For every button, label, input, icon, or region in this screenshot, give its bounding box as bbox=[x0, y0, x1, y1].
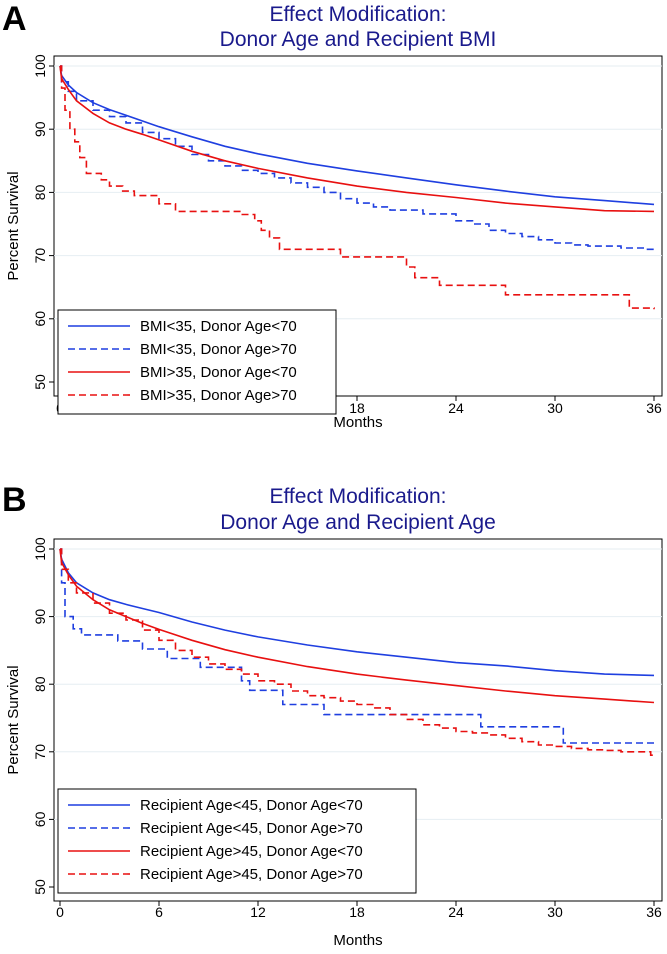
x-tick-label: 12 bbox=[250, 904, 266, 920]
panel-letter: A bbox=[2, 0, 27, 38]
x-tick-label: 30 bbox=[547, 400, 563, 416]
y-axis-label: Percent Survival bbox=[5, 665, 22, 774]
series-line-2 bbox=[60, 65, 655, 251]
y-tick-label: 100 bbox=[32, 54, 48, 78]
series-line-3 bbox=[59, 548, 655, 704]
x-tick-label: 18 bbox=[349, 400, 365, 416]
legend-label-3: BMI>35, Donor Age<70 bbox=[140, 364, 297, 381]
y-axis-label: Percent Survival bbox=[5, 171, 22, 280]
x-tick-label: 6 bbox=[155, 904, 163, 920]
legend-label-2: BMI<35, Donor Age>70 bbox=[140, 341, 297, 358]
chart-title-line-2: Donor Age and Recipient Age bbox=[220, 511, 496, 534]
y-tick-label: 80 bbox=[32, 184, 48, 200]
y-tick-label: 70 bbox=[32, 248, 48, 264]
y-tick-label: 80 bbox=[32, 676, 48, 692]
series-line-4 bbox=[60, 548, 655, 757]
legend-label-4: Recipient Age>45, Donor Age>70 bbox=[140, 866, 363, 883]
y-tick-label: 90 bbox=[32, 121, 48, 137]
y-tick-label: 50 bbox=[32, 374, 48, 390]
legend-label-4: BMI>35, Donor Age>70 bbox=[140, 387, 297, 404]
series-line-4 bbox=[60, 65, 655, 310]
legend-label-1: Recipient Age<45, Donor Age<70 bbox=[140, 797, 363, 814]
y-tick-label: 70 bbox=[32, 744, 48, 760]
chart-panel-b: B Effect Modification: Donor Age and Recip… bbox=[2, 481, 663, 949]
chart-title-line-2: Donor Age and Recipient BMI bbox=[220, 28, 497, 51]
legend-label-2: Recipient Age<45, Donor Age>70 bbox=[140, 820, 363, 837]
series-line-1 bbox=[59, 65, 655, 206]
chart-title-line-1: Effect Modification: bbox=[269, 485, 446, 508]
x-axis-label: Months bbox=[333, 932, 382, 949]
series-line-3 bbox=[59, 65, 655, 213]
legend-label-1: BMI<35, Donor Age<70 bbox=[140, 318, 297, 335]
y-tick-label: 90 bbox=[32, 609, 48, 625]
y-tick-label: 60 bbox=[32, 311, 48, 327]
series-line-2 bbox=[60, 548, 654, 744]
chart-title-line-1: Effect Modification: bbox=[269, 3, 446, 26]
legend-box bbox=[57, 788, 417, 894]
x-tick-label: 36 bbox=[646, 904, 662, 920]
y-tick-label: 100 bbox=[32, 537, 48, 561]
x-tick-label: 24 bbox=[448, 904, 464, 920]
chart-panel-a: A Effect Modification:Donor Age and Recip… bbox=[2, 0, 663, 431]
x-tick-label: 0 bbox=[56, 904, 64, 920]
x-tick-label: 18 bbox=[349, 904, 365, 920]
series-line-1 bbox=[59, 548, 655, 677]
x-tick-label: 24 bbox=[448, 400, 464, 416]
legend-box bbox=[57, 309, 337, 415]
x-tick-label: 36 bbox=[646, 400, 662, 416]
y-tick-label: 50 bbox=[32, 879, 48, 895]
x-axis-label: Months bbox=[333, 414, 382, 431]
panel-letter: B bbox=[2, 481, 27, 519]
x-tick-label: 30 bbox=[547, 904, 563, 920]
y-tick-label: 60 bbox=[32, 811, 48, 827]
legend-label-3: Recipient Age>45, Donor Age<70 bbox=[140, 843, 363, 860]
